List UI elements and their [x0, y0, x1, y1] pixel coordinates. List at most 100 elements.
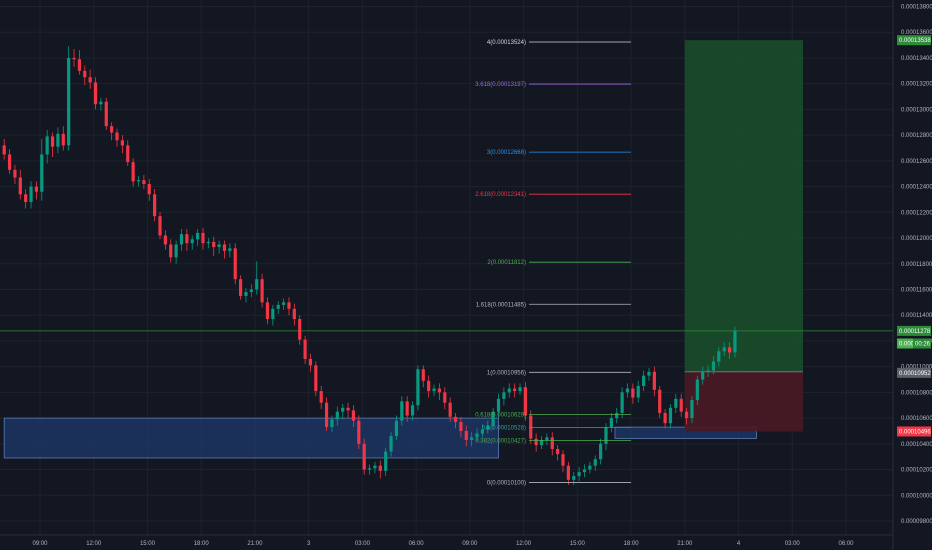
- candle-body: [604, 427, 608, 444]
- candle-body: [239, 279, 243, 296]
- candle-body: [690, 400, 694, 419]
- candle-body: [539, 439, 544, 446]
- stop-loss-zone: [684, 371, 804, 432]
- price-tick-label: 0.00013000: [901, 107, 932, 113]
- candle-body: [556, 448, 560, 455]
- candle-body: [330, 419, 334, 428]
- candle-body: [491, 411, 495, 426]
- fibonacci-extension[interactable]: 4(0.00013524) 3.618(0.00013197) 3(0.000126…: [475, 40, 632, 486]
- candle-body: [727, 347, 732, 353]
- candle-body: [668, 407, 673, 424]
- candle-body: [67, 57, 71, 146]
- price-tick-label: 0.00011600: [901, 287, 932, 293]
- time-axis[interactable]: 09:00 12:00 15:00 18:00 21:00 3 03:00 06:00 09:0…: [32, 541, 854, 547]
- candle-body: [550, 437, 554, 449]
- time-tick-label: 03:00: [785, 541, 801, 547]
- candle-body: [110, 126, 114, 133]
- candle-body: [464, 430, 468, 440]
- candle-body: [561, 454, 565, 466]
- candles: [2, 46, 737, 485]
- price-axis[interactable]: 0.00013800 0.00013600 0.00013400 0.00013200…: [901, 5, 932, 526]
- candle-body: [432, 388, 436, 392]
- candle-body: [61, 133, 65, 146]
- candle-body: [367, 468, 372, 470]
- price-tick-label: 0.00010600: [901, 416, 932, 422]
- candle-body: [93, 82, 98, 105]
- price-tick-label: 0.00012200: [901, 210, 932, 216]
- candle-body: [582, 469, 587, 473]
- candle-body: [7, 154, 12, 170]
- candle-body: [389, 436, 393, 452]
- candle-body: [24, 194, 28, 203]
- price-badge: [897, 426, 931, 437]
- candle-body: [378, 465, 382, 471]
- price-tick-label: 0.00013400: [901, 56, 932, 62]
- candle-body: [357, 420, 361, 444]
- price-badge-label: 0.00010952: [899, 371, 931, 377]
- candle-body: [249, 289, 253, 293]
- candle-body: [437, 388, 442, 393]
- candle-body: [255, 279, 259, 290]
- time-tick-label: 06:00: [409, 541, 425, 547]
- price-tick-label: 0.00012400: [901, 185, 932, 191]
- candle-body: [545, 437, 549, 440]
- candle-body: [588, 465, 592, 470]
- time-tick-label: 09:00: [32, 541, 48, 547]
- candle-body: [427, 380, 431, 392]
- candle-body: [271, 308, 275, 320]
- candle-body: [346, 407, 350, 411]
- candle-body: [244, 292, 248, 296]
- candle-body: [292, 308, 296, 320]
- candle-body: [136, 180, 141, 182]
- candle-body: [384, 451, 388, 471]
- candle-body: [260, 279, 264, 303]
- candle-body: [13, 169, 17, 178]
- fib-level-label: 0.5(0.00010528): [482, 425, 526, 431]
- candle-body: [158, 216, 162, 236]
- candle-body: [265, 302, 270, 320]
- candle-body: [77, 59, 82, 71]
- candle-body: [287, 302, 291, 309]
- price-tick-label: 0.00009800: [901, 519, 932, 525]
- candle-body: [314, 365, 318, 392]
- candle-body: [335, 411, 339, 420]
- price-tick-label: 0.00012600: [901, 159, 932, 165]
- candle-body: [599, 443, 603, 460]
- candle-body: [196, 232, 200, 240]
- price-tick-label: 0.00010000: [901, 493, 932, 499]
- take-profit-zone: [684, 40, 804, 372]
- candle-body: [609, 418, 613, 428]
- candle-body: [2, 145, 6, 155]
- candle-body: [717, 351, 721, 362]
- candle-body: [701, 371, 705, 380]
- time-tick-label: 12:00: [516, 541, 532, 547]
- candle-body: [679, 398, 683, 412]
- time-tick-label: 15:00: [140, 541, 156, 547]
- candle-body: [453, 416, 458, 422]
- candle-body: [201, 232, 205, 244]
- candle-body: [658, 389, 662, 413]
- candle-body: [104, 101, 108, 127]
- time-tick-label: 21:00: [247, 541, 263, 547]
- fib-level-label: 2.618(0.00012341): [475, 192, 526, 198]
- candle-body: [394, 420, 399, 437]
- candle-body: [470, 437, 474, 440]
- candle-body: [443, 392, 447, 403]
- candle-body: [684, 411, 689, 419]
- price-tick-label: 0.00010200: [901, 468, 932, 474]
- candle-body: [153, 194, 157, 217]
- candle-body: [351, 410, 356, 421]
- support-zones: [3, 417, 757, 459]
- fib-level-label: 2(0.00011812): [487, 260, 526, 266]
- candle-body: [276, 304, 280, 309]
- long-position-tool[interactable]: [0, 40, 893, 432]
- candle-body: [448, 402, 452, 417]
- time-tick-label: 3: [307, 541, 311, 547]
- candle-body: [308, 358, 313, 366]
- candle-body: [502, 392, 506, 399]
- candle-body: [163, 235, 167, 245]
- candle-body: [631, 388, 635, 398]
- time-tick-label: 4: [737, 541, 741, 547]
- price-tick-label: 0.00012800: [901, 133, 932, 139]
